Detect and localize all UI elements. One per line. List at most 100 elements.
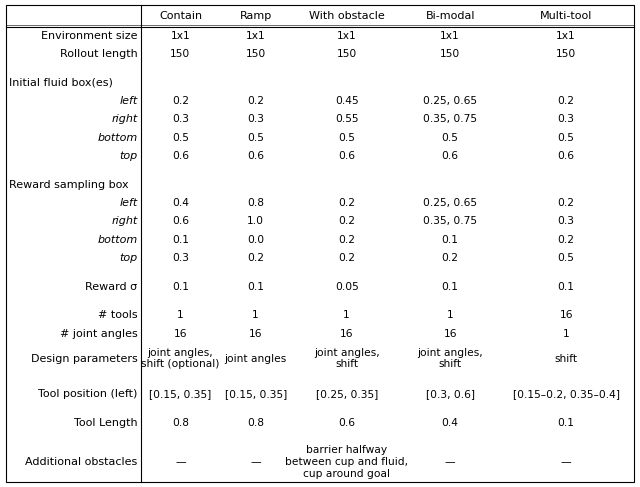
Text: # joint angles: # joint angles [60, 329, 138, 339]
Text: barrier halfway
between cup and fluid,
cup around goal: barrier halfway between cup and fluid, c… [285, 446, 408, 479]
Text: 0.6: 0.6 [338, 151, 355, 161]
Text: 0.05: 0.05 [335, 282, 358, 292]
Text: 0.1: 0.1 [557, 417, 575, 428]
Text: 0.3: 0.3 [247, 114, 264, 125]
Text: 0.25, 0.65: 0.25, 0.65 [423, 198, 477, 208]
Text: 0.1: 0.1 [557, 282, 575, 292]
Text: 0.1: 0.1 [172, 235, 189, 245]
Text: Ramp: Ramp [239, 11, 272, 21]
Text: 0.2: 0.2 [557, 235, 575, 245]
Text: Additional obstacles: Additional obstacles [25, 457, 138, 467]
Text: 150: 150 [556, 49, 576, 59]
Text: 1: 1 [252, 310, 259, 320]
Text: top: top [119, 253, 138, 263]
Text: right: right [111, 114, 138, 125]
Text: 0.4: 0.4 [442, 417, 459, 428]
Text: 0.5: 0.5 [557, 253, 575, 263]
Text: 0.6: 0.6 [557, 151, 575, 161]
Text: 0.5: 0.5 [247, 133, 264, 143]
Text: shift: shift [555, 354, 578, 364]
Text: —: — [250, 457, 261, 467]
Text: With obstacle: With obstacle [308, 11, 385, 21]
Text: joint angles,
shift: joint angles, shift [417, 348, 483, 370]
Text: 16: 16 [173, 329, 187, 339]
Text: 0.2: 0.2 [442, 253, 459, 263]
Text: 0.2: 0.2 [557, 96, 575, 106]
Text: 0.1: 0.1 [172, 282, 189, 292]
Text: [0.15, 0.35]: [0.15, 0.35] [149, 389, 212, 399]
Text: 1: 1 [343, 310, 350, 320]
Text: 0.4: 0.4 [172, 198, 189, 208]
Text: 150: 150 [246, 49, 266, 59]
Text: joint angles: joint angles [225, 354, 287, 364]
Text: 0.55: 0.55 [335, 114, 358, 125]
Text: Environment size: Environment size [41, 31, 138, 41]
Text: 1: 1 [447, 310, 454, 320]
Text: 0.6: 0.6 [247, 151, 264, 161]
Text: Multi-tool: Multi-tool [540, 11, 593, 21]
Text: 0.1: 0.1 [442, 282, 459, 292]
Text: # tools: # tools [98, 310, 138, 320]
Text: 0.35, 0.75: 0.35, 0.75 [423, 216, 477, 226]
Text: 150: 150 [337, 49, 356, 59]
Text: 0.5: 0.5 [442, 133, 459, 143]
Text: top: top [119, 151, 138, 161]
Text: 0.2: 0.2 [338, 253, 355, 263]
Text: 16: 16 [249, 329, 262, 339]
Text: 0.5: 0.5 [172, 133, 189, 143]
Text: Tool position (left): Tool position (left) [38, 389, 138, 399]
Text: 0.3: 0.3 [172, 253, 189, 263]
Text: 0.6: 0.6 [338, 417, 355, 428]
Text: Contain: Contain [159, 11, 202, 21]
Text: [0.25, 0.35]: [0.25, 0.35] [316, 389, 378, 399]
Text: 0.6: 0.6 [442, 151, 459, 161]
Text: 0.6: 0.6 [172, 151, 189, 161]
Text: 0.45: 0.45 [335, 96, 358, 106]
Text: left: left [119, 96, 138, 106]
Text: Bi-modal: Bi-modal [426, 11, 475, 21]
Text: Initial fluid box(es): Initial fluid box(es) [9, 78, 113, 88]
Text: 0.6: 0.6 [172, 216, 189, 226]
Text: —: — [175, 457, 186, 467]
Text: joint angles,
shift: joint angles, shift [314, 348, 380, 370]
Text: 1x1: 1x1 [337, 31, 356, 41]
Text: 1x1: 1x1 [171, 31, 190, 41]
Text: 0.2: 0.2 [338, 198, 355, 208]
Text: 16: 16 [559, 310, 573, 320]
Text: —: — [561, 457, 572, 467]
Text: 0.2: 0.2 [247, 96, 264, 106]
Text: left: left [119, 198, 138, 208]
Text: 0.2: 0.2 [557, 198, 575, 208]
Text: 0.2: 0.2 [338, 235, 355, 245]
Text: 0.8: 0.8 [172, 417, 189, 428]
Text: [0.3, 0.6]: [0.3, 0.6] [426, 389, 475, 399]
Text: 16: 16 [340, 329, 353, 339]
Text: right: right [111, 216, 138, 226]
Text: [0.15–0.2, 0.35–0.4]: [0.15–0.2, 0.35–0.4] [513, 389, 620, 399]
Text: 0.8: 0.8 [247, 198, 264, 208]
Text: 150: 150 [170, 49, 191, 59]
Text: 0.2: 0.2 [338, 216, 355, 226]
Text: 0.3: 0.3 [172, 114, 189, 125]
Text: 0.2: 0.2 [247, 253, 264, 263]
Text: 1.0: 1.0 [247, 216, 264, 226]
Text: bottom: bottom [97, 235, 138, 245]
Text: 1x1: 1x1 [440, 31, 460, 41]
Text: Rollout length: Rollout length [60, 49, 138, 59]
Text: 1: 1 [177, 310, 184, 320]
Text: bottom: bottom [97, 133, 138, 143]
Text: [0.15, 0.35]: [0.15, 0.35] [225, 389, 287, 399]
Text: joint angles,
shift (optional): joint angles, shift (optional) [141, 348, 220, 370]
Text: 0.3: 0.3 [557, 216, 575, 226]
Text: 0.25, 0.65: 0.25, 0.65 [423, 96, 477, 106]
Text: Reward σ: Reward σ [85, 282, 138, 292]
Text: 150: 150 [440, 49, 460, 59]
Text: 0.2: 0.2 [172, 96, 189, 106]
Text: 1x1: 1x1 [556, 31, 576, 41]
Text: 0.0: 0.0 [247, 235, 264, 245]
Text: Design parameters: Design parameters [31, 354, 138, 364]
Text: 0.3: 0.3 [557, 114, 575, 125]
Text: Reward sampling box: Reward sampling box [9, 180, 129, 190]
Text: 0.5: 0.5 [557, 133, 575, 143]
Text: 0.8: 0.8 [247, 417, 264, 428]
